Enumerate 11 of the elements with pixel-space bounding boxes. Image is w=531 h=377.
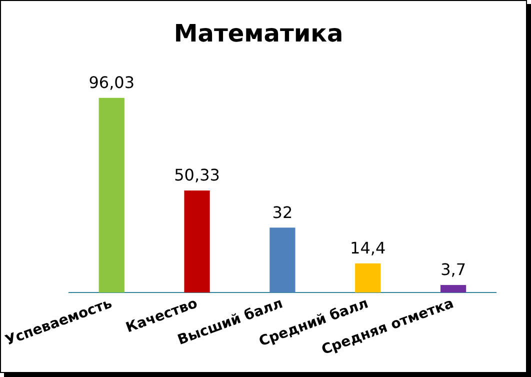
bar — [98, 98, 124, 293]
data-label: 14,4 — [350, 238, 386, 258]
data-label: 32 — [272, 202, 293, 222]
bar — [270, 228, 296, 293]
data-label: 96,03 — [88, 73, 135, 92]
bar — [184, 190, 210, 293]
data-label: 50,33 — [174, 166, 220, 185]
data-label: 3,7 — [440, 260, 466, 280]
chart-title: Математика — [174, 20, 344, 48]
bar — [440, 285, 466, 293]
bar — [355, 263, 381, 293]
